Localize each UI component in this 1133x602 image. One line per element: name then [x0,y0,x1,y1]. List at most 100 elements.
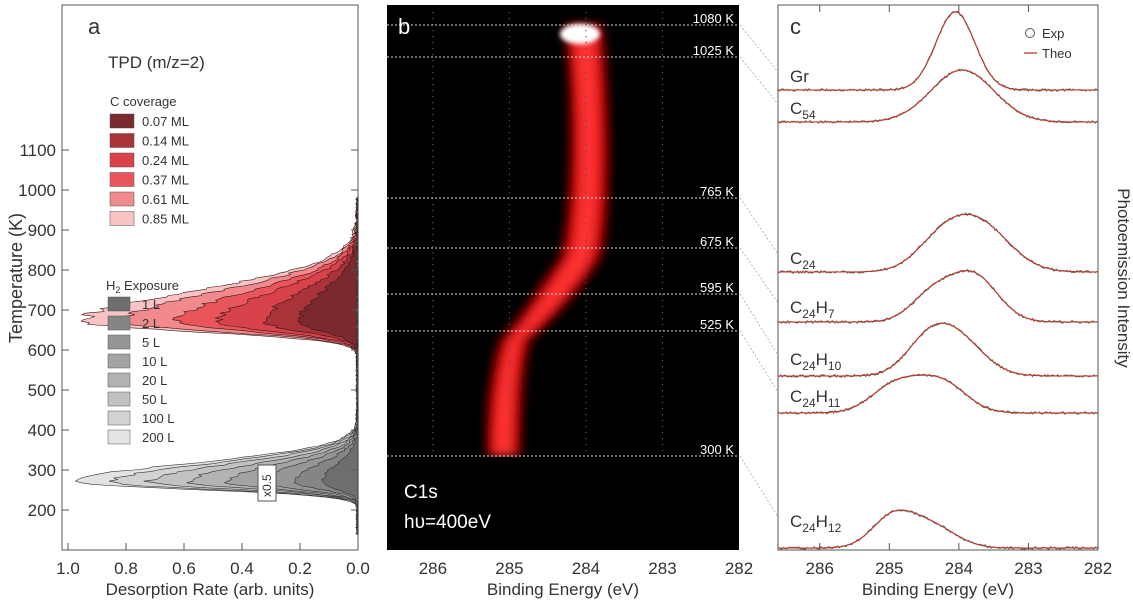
dot [585,96,587,98]
dot [432,348,434,350]
c-legend-swatch [109,172,135,187]
dot [508,138,511,140]
dot [508,312,511,314]
dot [432,186,434,188]
dot [432,240,434,242]
dot [585,78,587,80]
dot [432,450,434,452]
temperature-label: 300 K [700,442,734,457]
dot [661,144,664,146]
dot [508,54,511,56]
dot [432,30,434,32]
c-legend-label: 0.61 ML [142,192,189,207]
dot [661,150,664,152]
xtick-label: 0.6 [172,559,196,578]
h2-legend-label: 200 L [142,430,175,445]
dot [432,294,434,296]
dot [585,270,587,272]
dot [661,204,664,206]
dot [585,228,587,230]
dot [508,18,511,20]
xtick-label: 283 [648,559,676,578]
dot [661,444,664,446]
dot [585,120,587,122]
dot [432,336,434,338]
dot [585,90,587,92]
dot [508,438,511,440]
dot [508,90,511,92]
panel-b-xlabel: Binding Energy (eV) [487,580,639,599]
dot [432,126,434,128]
dot [661,282,664,284]
h2-legend-swatch [107,429,131,445]
dot [508,384,511,386]
panel-a-xaxis: 1.0 0.8 0.6 0.4 0.2 0.0 [56,543,370,578]
dot [508,366,511,368]
dot [661,186,664,188]
dot [585,438,587,440]
c-legend-swatch [109,211,135,226]
dot [508,330,511,332]
connector-line [739,197,779,255]
dot [508,252,511,254]
connector-line [739,455,779,518]
dot [661,342,664,344]
dot [661,180,664,182]
dot [661,72,664,74]
spectrum-label: C54 [790,99,816,122]
temperature-label: 595 K [700,280,734,295]
dot [661,48,664,50]
dot [661,402,664,404]
dot [661,396,664,398]
h2-legend-swatch [107,391,131,407]
dot [585,312,587,314]
dot [508,222,511,224]
dot [432,318,434,320]
dot [432,288,434,290]
dot [661,240,664,242]
connector-lines [739,24,779,518]
dot [508,108,511,110]
dot [661,174,664,176]
dot [508,132,511,134]
dot [585,156,587,158]
dot [585,84,587,86]
spectrum-theo [778,509,1098,549]
dot [661,234,664,236]
dot [432,426,434,428]
dot [432,174,434,176]
dot [585,162,587,164]
heatmap-bottom-black [387,457,739,550]
dot [585,54,587,56]
ytick-label: 400 [28,421,56,440]
dot [508,426,511,428]
dot [432,378,434,380]
h2-legend-label: 20 L [142,373,167,388]
dot [508,450,511,452]
ytick-label: 600 [28,341,56,360]
panel-c: Gr C54 C24 C24H7 C24H10 C24H11 C24H12 c Exp Th… [777,4,1133,599]
dot [508,432,511,434]
dot [661,162,664,164]
dot [585,30,587,32]
dot [508,348,511,350]
tpd-curve-h2 [321,196,359,535]
spectrum-label: C24H12 [790,512,842,535]
dot [432,78,434,80]
dot [432,234,434,236]
panel-a-yaxis: 200 300 400 500 600 700 800 900 1000 1100 [18,141,358,520]
panel-b-xaxis: 286 285 284 283 282 [419,559,753,578]
dot [585,414,587,416]
dot [661,114,664,116]
dot [508,414,511,416]
ytick-label: 1000 [18,181,56,200]
dot [585,318,587,320]
ytick-label: 900 [28,221,56,240]
xtick-label: 286 [806,559,834,578]
xtick-label: 0.0 [346,559,370,578]
dot [585,36,587,38]
dot [432,264,434,266]
dot [661,126,664,128]
dot [661,360,664,362]
dot [585,348,587,350]
